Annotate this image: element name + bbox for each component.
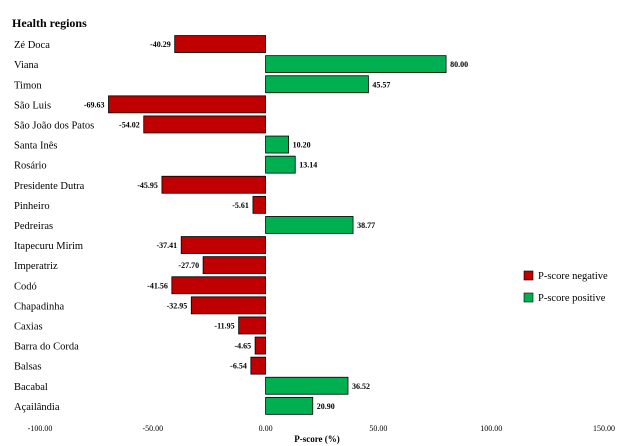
- bar: [180, 236, 266, 254]
- category-label: Presidente Dutra: [14, 181, 85, 192]
- legend-label: P-score negative: [538, 271, 608, 282]
- data-label: -69.63: [84, 100, 105, 109]
- bar: [265, 75, 369, 94]
- data-label: 13.14: [299, 161, 317, 170]
- bar: [202, 256, 266, 275]
- bar: [174, 35, 267, 53]
- data-label: -54.02: [119, 120, 140, 129]
- data-label: 45.57: [372, 80, 390, 89]
- bar: [143, 115, 266, 134]
- data-label: -11.95: [214, 321, 234, 330]
- chart-title: Health regions: [12, 16, 87, 30]
- data-label: -5.61: [232, 201, 249, 210]
- legend-swatch: [523, 270, 534, 281]
- bar: [108, 95, 266, 114]
- x-tick-label: -50.00: [142, 424, 163, 433]
- x-tick-label: -100.00: [28, 424, 53, 433]
- bar: [265, 155, 296, 174]
- legend-swatch: [523, 292, 534, 303]
- category-label: Açailândia: [14, 402, 60, 413]
- data-label: -32.95: [167, 301, 188, 310]
- bar: [250, 356, 267, 375]
- category-label: Timon: [14, 80, 42, 91]
- category-label: Pinheiro: [14, 201, 50, 212]
- category-label: Viana: [14, 60, 39, 71]
- data-label: 10.20: [293, 141, 311, 150]
- category-label: Imperatriz: [14, 261, 58, 272]
- data-label: -6.54: [230, 362, 247, 371]
- category-label: São João dos Patos: [14, 120, 94, 131]
- data-label: -27.70: [178, 261, 199, 270]
- bar: [254, 336, 267, 355]
- category-label: Codó: [14, 281, 37, 292]
- data-label: 80.00: [450, 60, 468, 69]
- bar: [238, 316, 266, 335]
- bar: [265, 55, 447, 74]
- category-label: Barra do Corda: [14, 342, 79, 353]
- category-label: Bacabal: [14, 382, 48, 393]
- data-label: 20.90: [317, 402, 335, 411]
- data-label: 36.52: [352, 382, 370, 391]
- category-label: São Luis: [14, 100, 51, 111]
- data-label: -40.29: [150, 40, 171, 49]
- data-label: -45.95: [137, 181, 158, 190]
- bar: [265, 376, 349, 395]
- category-label: Caxias: [14, 321, 43, 332]
- category-label: Itapecuru Mirim: [14, 241, 83, 252]
- bar: [265, 216, 354, 234]
- x-tick-label: 50.00: [369, 424, 387, 433]
- category-label: Santa Inês: [14, 141, 57, 152]
- data-label: 38.77: [357, 221, 375, 230]
- legend-label: P-score positive: [538, 293, 606, 304]
- x-tick-label: 150.00: [593, 424, 615, 433]
- bar: [265, 135, 290, 154]
- bar: [190, 296, 266, 315]
- category-label: Balsas: [14, 362, 41, 373]
- data-label: -41.56: [147, 281, 168, 290]
- category-label: Zé Doca: [14, 40, 50, 51]
- bar: [171, 276, 266, 295]
- data-label: -37.41: [157, 241, 178, 250]
- bar: [252, 195, 266, 214]
- category-label: Rosário: [14, 161, 47, 172]
- x-axis-title: P-score (%): [294, 434, 340, 444]
- category-label: Pedreiras: [14, 221, 53, 232]
- category-label: Chapadinha: [14, 301, 64, 312]
- x-tick-label: 100.00: [480, 424, 502, 433]
- bar: [265, 396, 314, 415]
- data-label: -4.65: [234, 342, 251, 351]
- bar: [161, 175, 266, 194]
- x-tick-label: 0.00: [259, 424, 273, 433]
